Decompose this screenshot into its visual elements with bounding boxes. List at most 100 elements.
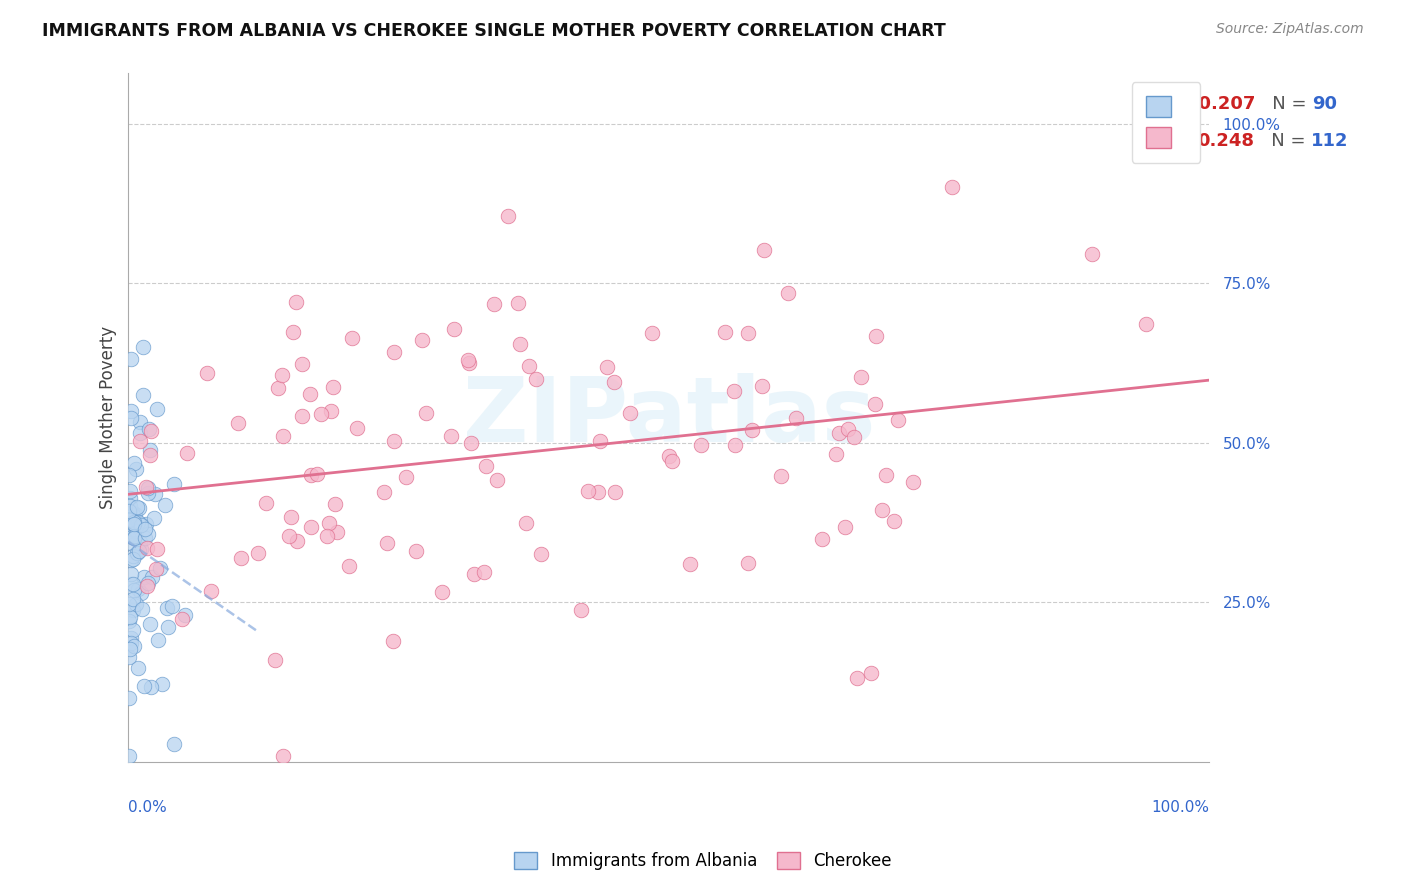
Point: [125, 462, 148, 476]
Point: [138, 448, 160, 462]
Point: [1080, 247, 1102, 261]
Point: [120, 577, 142, 591]
Point: [849, 369, 872, 384]
Point: [153, 498, 176, 512]
Point: [291, 357, 314, 371]
Point: [120, 631, 142, 645]
Point: [118, 649, 141, 664]
Point: [122, 549, 145, 563]
Text: 0.248: 0.248: [1197, 132, 1254, 150]
Text: 0.0%: 0.0%: [128, 799, 167, 814]
Point: [741, 423, 763, 437]
Point: [121, 530, 143, 544]
Point: [443, 322, 465, 336]
Point: [872, 503, 894, 517]
Point: [737, 326, 759, 341]
Point: [163, 737, 186, 751]
Point: [173, 607, 195, 622]
Point: [120, 411, 142, 425]
Point: [530, 547, 553, 561]
Point: [121, 577, 143, 591]
Point: [603, 485, 626, 500]
Point: [122, 639, 145, 653]
Text: R =: R =: [1153, 95, 1192, 113]
Point: [1135, 317, 1157, 331]
Point: [118, 614, 141, 628]
Point: [129, 535, 152, 549]
Point: [139, 617, 162, 632]
Point: [474, 458, 496, 473]
Point: [139, 424, 162, 438]
Point: [141, 681, 163, 695]
Point: [837, 422, 859, 436]
Point: [496, 209, 519, 223]
Point: [508, 296, 530, 310]
Point: [323, 497, 346, 511]
Point: [381, 634, 404, 648]
Text: N =: N =: [1254, 132, 1310, 150]
Point: [118, 483, 141, 498]
Point: [285, 533, 308, 548]
Text: 90: 90: [1312, 95, 1337, 113]
Point: [118, 500, 141, 514]
Point: [254, 496, 277, 510]
Point: [195, 366, 218, 380]
Point: [472, 565, 495, 579]
Point: [619, 406, 641, 420]
Point: [485, 474, 508, 488]
Point: [146, 542, 169, 557]
Point: [724, 438, 747, 452]
Point: [138, 422, 160, 436]
Point: [588, 434, 610, 448]
Point: [373, 484, 395, 499]
Text: 100.0%: 100.0%: [1152, 799, 1209, 814]
Point: [156, 619, 179, 633]
Point: [267, 381, 290, 395]
Point: [135, 479, 157, 493]
Point: [315, 529, 337, 543]
Point: [515, 516, 537, 531]
Point: [120, 491, 142, 505]
Point: [136, 579, 159, 593]
Point: [440, 429, 463, 443]
Point: [120, 642, 142, 657]
Point: [127, 582, 149, 596]
Point: [127, 545, 149, 559]
Point: [723, 384, 745, 398]
Point: [118, 691, 141, 706]
Point: [305, 467, 328, 482]
Text: IMMIGRANTS FROM ALBANIA VS CHEROKEE SINGLE MOTHER POVERTY CORRELATION CHART: IMMIGRANTS FROM ALBANIA VS CHEROKEE SING…: [42, 22, 946, 40]
Point: [120, 404, 142, 418]
Point: [326, 525, 349, 540]
Point: [122, 508, 145, 523]
Point: [121, 505, 143, 519]
Point: [146, 632, 169, 647]
Point: [120, 553, 142, 567]
Point: [834, 520, 856, 534]
Point: [586, 485, 609, 500]
Point: [125, 524, 148, 538]
Point: [509, 336, 531, 351]
Point: [163, 476, 186, 491]
Point: [280, 510, 302, 524]
Point: [714, 325, 737, 339]
Point: [886, 413, 908, 427]
Point: [382, 344, 405, 359]
Text: N =: N =: [1256, 95, 1313, 113]
Point: [200, 583, 222, 598]
Point: [128, 434, 150, 449]
Point: [751, 379, 773, 393]
Point: [122, 551, 145, 566]
Point: [172, 612, 194, 626]
Point: [176, 446, 198, 460]
Point: [145, 562, 167, 576]
Point: [131, 340, 153, 354]
Point: [124, 507, 146, 521]
Point: [596, 360, 619, 375]
Point: [811, 532, 834, 546]
Point: [139, 442, 162, 457]
Point: [143, 511, 166, 525]
Point: [463, 566, 485, 581]
Point: [120, 352, 142, 367]
Point: [661, 453, 683, 467]
